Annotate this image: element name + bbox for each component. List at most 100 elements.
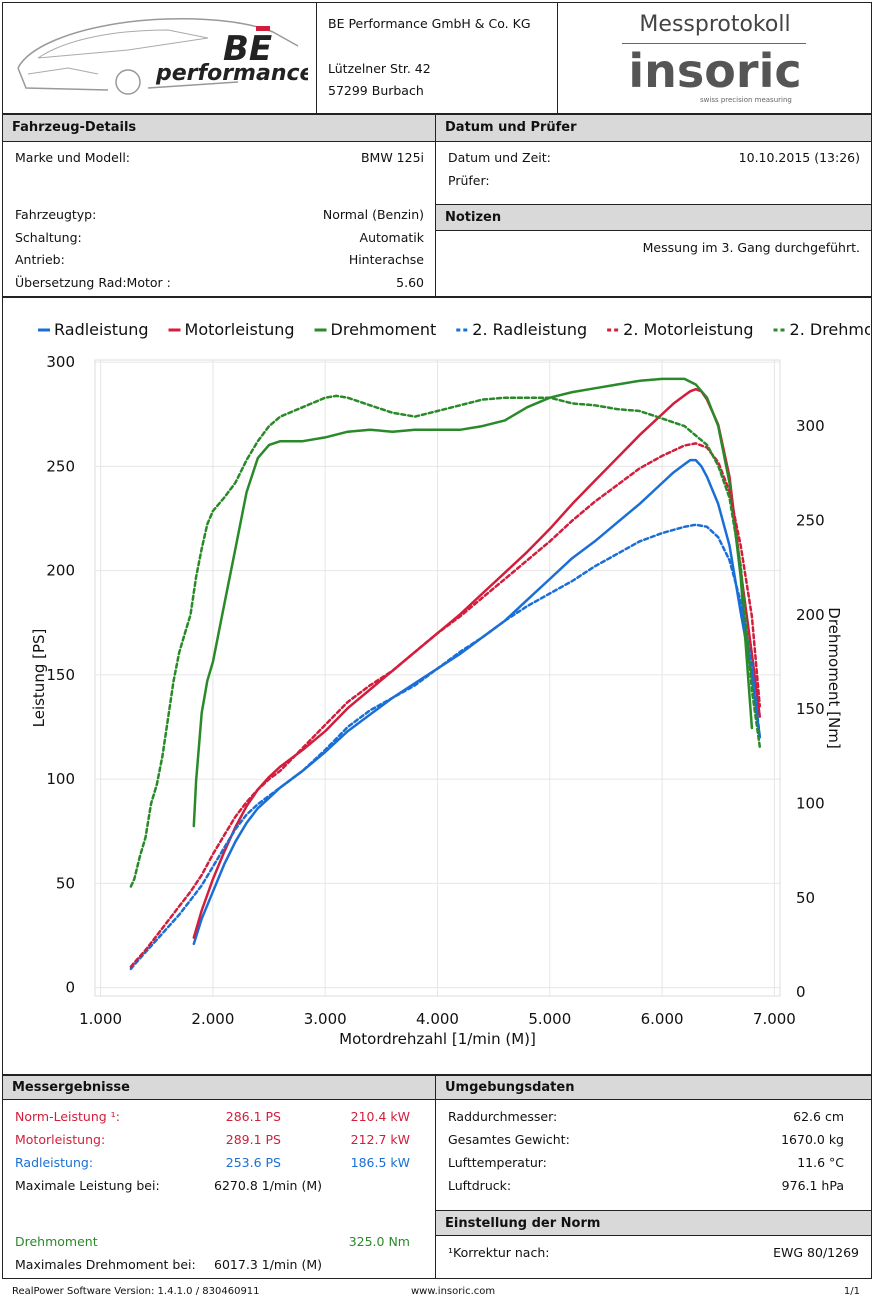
- results-divider: [435, 1075, 436, 1279]
- footer-page-number: 1/1: [843, 1286, 860, 1297]
- logo-mark: BE: [223, 29, 272, 69]
- footer-version: RealPower Software Version: 1.4.1.0 / 83…: [12, 1286, 260, 1297]
- y-tick-label: 200: [46, 562, 75, 580]
- series-line-0: [192, 458, 762, 946]
- air-temp-label: Lufttemperatur:: [448, 1155, 547, 1170]
- max-torque-label: Maximales Drehmoment bei:: [15, 1257, 196, 1272]
- weight-label: Gesamtes Gewicht:: [448, 1132, 570, 1147]
- wheel-diameter: 62.6 cm: [793, 1109, 844, 1124]
- series-line-2: [192, 377, 754, 828]
- drive-label: Antrieb:: [15, 252, 65, 267]
- wheel-power-ps: 253.6 PS: [225, 1155, 281, 1170]
- insoric-logo: insoric: [628, 44, 802, 98]
- legend-label-0: Radleistung: [54, 320, 149, 339]
- ratio-label: Übersetzung Rad:Motor :: [15, 275, 171, 290]
- y-tick-label: 300: [46, 353, 75, 371]
- legend-label-1: Motorleistung: [185, 320, 295, 339]
- motor-power-kw: 212.7 kW: [350, 1132, 410, 1147]
- vehicle-model: BMW 125i: [360, 150, 424, 165]
- drive: Hinterachse: [348, 252, 424, 267]
- legend-label-3: 2. Radleistung: [472, 320, 587, 339]
- x-tick-label: 4.000: [416, 1010, 459, 1028]
- y-tick-label: 0: [65, 979, 75, 997]
- gearbox-label: Schaltung:: [15, 230, 82, 245]
- details-divider: [435, 114, 436, 297]
- norm-section-header: Einstellung der Norm: [436, 1210, 871, 1236]
- motor-power-ps: 289.1 PS: [225, 1132, 281, 1147]
- y-axis-label: Leistung [PS]: [30, 629, 48, 728]
- gearbox: Automatik: [359, 230, 424, 245]
- max-power-label: Maximale Leistung bei:: [15, 1178, 160, 1193]
- x-tick-label: 2.000: [191, 1010, 234, 1028]
- y2-tick-label: 250: [796, 511, 825, 529]
- torque-label: Drehmoment: [15, 1234, 98, 1249]
- correction-label: ¹Korrektur nach:: [448, 1245, 550, 1260]
- wheel-diameter-label: Raddurchmesser:: [448, 1109, 558, 1124]
- norm-power-label: Norm-Leistung ¹:: [15, 1109, 120, 1124]
- x-tick-label: 1.000: [79, 1010, 122, 1028]
- results-section-header: Messergebnisse: [3, 1076, 435, 1100]
- datetime-label: Datum und Zeit:: [448, 150, 551, 165]
- footer-website[interactable]: www.insoric.com: [411, 1286, 496, 1297]
- y-tick-label: 50: [56, 874, 75, 892]
- chart-frame: [2, 297, 872, 1075]
- legend-label-4: 2. Motorleistung: [623, 320, 753, 339]
- motor-power-label: Motorleistung:: [15, 1132, 106, 1147]
- protocol-title: Messprotokoll: [639, 12, 791, 37]
- torque-value: 325.0 Nm: [348, 1234, 410, 1249]
- y-tick-label: 250: [46, 457, 75, 475]
- dyno-chart: 1.000 2.000 3.000 4.000 5.000 6.000 7.00005010…: [30, 320, 870, 1048]
- air-temp: 11.6 °C: [797, 1155, 844, 1170]
- wheel-power-label: Radleistung:: [15, 1155, 94, 1170]
- y2-tick-label: 50: [796, 889, 815, 907]
- max-torque-rpm: 6017.3 1/min (M): [214, 1257, 322, 1272]
- norm-power-kw: 210.4 kW: [350, 1109, 410, 1124]
- series-line-3: [129, 523, 762, 971]
- y2-tick-label: 150: [796, 700, 825, 718]
- legend-label-5: 2. Drehmoment: [790, 320, 870, 339]
- vehicle-type-label: Fahrzeugtyp:: [15, 207, 97, 222]
- x-tick-label: 3.000: [304, 1010, 347, 1028]
- datetime: 10.10.2015 (13:26): [738, 150, 860, 165]
- x-tick-label: 5.000: [528, 1010, 571, 1028]
- norm-power-ps: 286.1 PS: [225, 1109, 281, 1124]
- results-frame: [2, 1075, 872, 1279]
- series-line-5: [129, 394, 762, 888]
- y2-tick-label: 300: [796, 417, 825, 435]
- environment-section-header: Umgebungsdaten: [436, 1076, 871, 1100]
- y2-tick-label: 100: [796, 795, 825, 813]
- header-frame: [2, 2, 872, 114]
- max-power-rpm: 6270.8 1/min (M): [214, 1178, 322, 1193]
- correction-standard: EWG 80/1269: [773, 1245, 859, 1260]
- tester-label: Prüfer:: [448, 173, 490, 188]
- company-street: Lützelner Str. 42: [328, 61, 431, 76]
- y2-tick-label: 200: [796, 606, 825, 624]
- x-tick-label: 6.000: [641, 1010, 684, 1028]
- company-city: 57299 Burbach: [328, 83, 424, 98]
- vehicle-type: Normal (Benzin): [322, 207, 424, 222]
- y2-axis-label: Drehmoment [Nm]: [825, 607, 843, 748]
- x-axis-label: Motordrehzahl [1/min (M)]: [339, 1030, 536, 1048]
- details-frame: [2, 114, 872, 297]
- y2-tick-label: 0: [796, 983, 806, 1001]
- y-tick-label: 150: [46, 666, 75, 684]
- vehicle-model-label: Marke und Modell:: [15, 150, 131, 165]
- header-divider-1: [316, 2, 317, 114]
- air-pressure-label: Luftdruck:: [448, 1178, 512, 1193]
- header-divider-2: [557, 2, 558, 114]
- legend-label-2: Drehmoment: [331, 320, 437, 339]
- company-name: BE Performance GmbH & Co. KG: [328, 16, 531, 31]
- notes-section-header: Notizen: [436, 204, 871, 231]
- plot-area: [94, 359, 781, 997]
- be-performance-logo: BE performance: [8, 8, 315, 108]
- ratio: 5.60: [396, 275, 424, 290]
- air-pressure: 976.1 hPa: [781, 1178, 844, 1193]
- series-line-4: [129, 442, 762, 969]
- logo-text: performance: [155, 61, 308, 86]
- date-section-header: Datum und Prüfer: [436, 115, 871, 142]
- car-silhouette-icon: BE performance: [17, 18, 315, 95]
- insoric-tagline: swiss precision measuring: [700, 96, 792, 104]
- wheel-power-kw: 186.5 kW: [350, 1155, 410, 1170]
- protocol-title-underline: [622, 43, 806, 44]
- weight: 1670.0 kg: [781, 1132, 844, 1147]
